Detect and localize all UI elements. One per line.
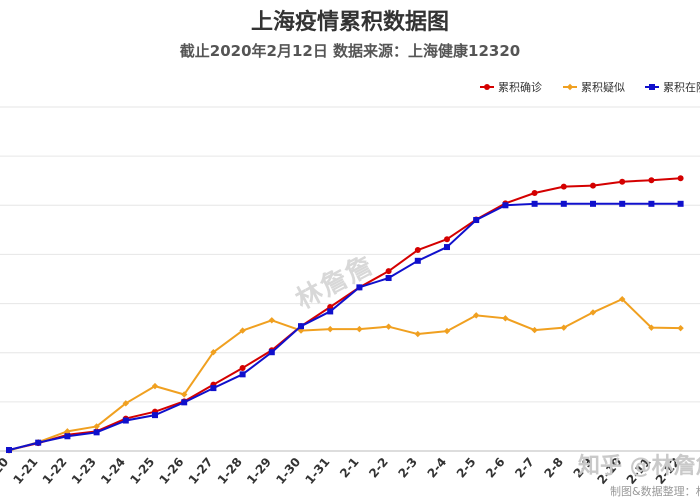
data-point — [239, 364, 246, 371]
data-point — [93, 429, 100, 436]
x-tick-label: 2-5 — [454, 455, 479, 481]
x-tick-label: 2-8 — [541, 455, 566, 481]
data-point — [181, 391, 188, 398]
legend-marker — [484, 84, 490, 90]
series-line — [8, 177, 682, 452]
series-line — [8, 298, 682, 452]
data-point — [385, 323, 392, 330]
data-point — [327, 325, 334, 333]
x-tick-label: 2-6 — [483, 455, 508, 481]
data-point — [502, 315, 509, 322]
data-point — [93, 423, 100, 430]
data-point — [356, 325, 363, 333]
x-tick-label: 1-20 — [0, 455, 11, 487]
data-point — [35, 439, 42, 446]
data-point — [560, 200, 567, 207]
data-point — [444, 244, 450, 251]
legend: 累积确诊 累积疑似 累积在院 — [480, 80, 700, 94]
legend-label: 累积在院 — [663, 80, 700, 94]
data-point — [648, 200, 655, 207]
zhihu-watermark: 知乎 @林詹詹 — [578, 454, 700, 479]
data-point — [64, 433, 71, 440]
legend-label: 累积疑似 — [581, 81, 625, 94]
x-tick-label: 1-30 — [273, 455, 303, 487]
data-point — [327, 308, 334, 315]
data-point — [6, 447, 12, 454]
data-point — [268, 349, 275, 356]
chart-title: 上海疫情累积数据图 — [250, 10, 449, 35]
data-point — [239, 327, 246, 334]
data-point — [64, 428, 71, 435]
legend-item: 累积疑似 — [563, 81, 625, 94]
x-tick-label: 2-7 — [512, 455, 537, 481]
data-point — [268, 317, 275, 324]
x-tick-label: 2-2 — [366, 455, 391, 481]
credit-text: 制图&数据整理：林詹詹 — [610, 485, 700, 498]
x-tick-label: 1-23 — [69, 455, 99, 487]
data-point — [619, 200, 626, 207]
data-point — [531, 326, 538, 334]
data-point — [122, 400, 129, 407]
data-point — [414, 257, 421, 264]
series-line — [8, 202, 682, 452]
data-point — [414, 247, 421, 254]
x-tick-label: 1-25 — [127, 455, 157, 487]
x-tick-label: 2-1 — [337, 455, 362, 481]
data-point — [151, 382, 159, 390]
data-point — [619, 295, 626, 303]
legend-item: 累积确诊 — [480, 80, 542, 94]
data-point — [531, 190, 538, 196]
data-point — [677, 324, 684, 332]
data-point — [444, 236, 450, 243]
data-point — [473, 217, 480, 224]
data-point — [677, 175, 684, 182]
x-tick-label: 1-22 — [40, 455, 70, 487]
data-point — [443, 327, 451, 335]
data-point — [648, 324, 655, 331]
data-point — [385, 268, 392, 275]
data-point — [122, 417, 129, 424]
legend-item: 累积在院 — [645, 80, 700, 94]
legend-label: 累积确诊 — [498, 80, 542, 94]
data-point — [677, 200, 684, 207]
series-3 — [6, 200, 684, 454]
data-point — [210, 385, 217, 392]
x-tick-label: 2-4 — [425, 455, 450, 481]
data-point — [414, 330, 421, 338]
series-1 — [6, 175, 684, 454]
x-tick-label: 2-3 — [395, 455, 420, 481]
data-point — [385, 275, 392, 282]
x-tick-label: 1-29 — [244, 455, 274, 487]
x-tick-label: 1-26 — [156, 455, 186, 487]
data-point — [356, 284, 363, 291]
x-tick-label: 1-28 — [215, 455, 245, 487]
data-point — [590, 182, 596, 189]
x-tick-label: 1-27 — [186, 455, 216, 487]
data-point — [239, 371, 246, 378]
data-point — [152, 412, 158, 419]
data-point — [619, 178, 626, 185]
data-point — [589, 309, 597, 316]
data-point — [560, 183, 567, 190]
data-point — [560, 324, 567, 331]
data-point — [298, 323, 304, 330]
x-tick-label: 1-31 — [302, 455, 332, 487]
chart-subtitle: 截止2020年2月12日 数据来源：上海健康12320 — [179, 42, 521, 60]
data-point — [531, 200, 538, 207]
legend-marker — [649, 84, 655, 90]
grid-lines — [0, 106, 700, 452]
data-point — [473, 312, 480, 319]
series-2 — [5, 295, 684, 454]
data-point — [502, 202, 509, 209]
data-point — [648, 177, 655, 184]
data-point — [210, 349, 217, 356]
legend-marker — [566, 83, 574, 91]
data-point — [181, 399, 188, 406]
data-point — [590, 200, 596, 207]
series-layer — [5, 175, 684, 454]
x-tick-label: 1-24 — [98, 455, 128, 487]
x-tick-label: 1-21 — [10, 455, 40, 487]
